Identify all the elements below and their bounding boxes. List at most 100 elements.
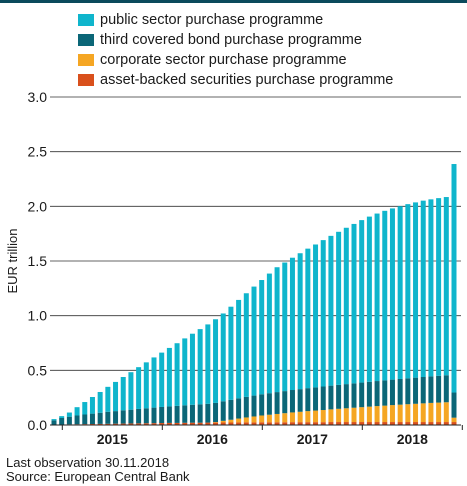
bar-segment-s2-42: [374, 406, 380, 423]
legend-item-cspp[interactable]: corporate sector purchase programme: [78, 50, 393, 70]
bar-segment-s2-39: [351, 407, 357, 423]
legend-swatch-cbpp3: [78, 34, 94, 46]
y-tick-label-3: 1.5: [28, 253, 48, 269]
bar-segment-s1-14: [159, 406, 165, 424]
legend-label-cbpp3: third covered bond purchase programme: [100, 32, 362, 48]
bar-segment-s3-51: [443, 422, 449, 425]
bar-segment-s3-23: [228, 422, 234, 425]
bar-segment-s0-9: [120, 377, 126, 411]
bar-segment-s0-3: [74, 407, 80, 416]
bar-segment-s3-48: [420, 422, 426, 425]
bar-segment-s2-28: [266, 414, 272, 423]
x-tick-label-1: 2016: [197, 431, 228, 447]
bar-segment-s3-24: [236, 422, 242, 425]
legend-label-pspp: public sector purchase programme: [100, 12, 324, 28]
bar-segment-s0-45: [397, 206, 403, 379]
bar-segment-s1-11: [136, 408, 142, 424]
y-tick-label-4: 2.0: [28, 198, 48, 214]
bar-segment-s2-48: [420, 403, 426, 423]
bar-segment-s3-13: [151, 423, 157, 425]
bar-segment-s2-29: [274, 413, 280, 423]
bar-segment-s3-41: [366, 422, 372, 425]
bar-segment-s0-42: [374, 213, 380, 382]
bar-segment-s1-27: [259, 394, 265, 416]
bar-segment-s1-50: [436, 375, 442, 403]
x-tick-label-2: 2017: [297, 431, 328, 447]
bar-segment-s1-35: [320, 386, 326, 411]
bar-segment-s0-7: [105, 386, 111, 412]
bar-segment-s3-7: [105, 423, 111, 425]
bar-segment-s0-16: [174, 343, 180, 406]
legend-item-pspp[interactable]: public sector purchase programme: [78, 10, 393, 30]
bar-segment-s0-20: [205, 324, 211, 404]
bar-segment-s1-31: [289, 390, 295, 413]
bar-segment-s0-24: [236, 299, 242, 399]
bar-segment-s0-30: [282, 262, 288, 392]
bar-segment-s2-23: [228, 419, 234, 423]
bar-segment-s3-31: [289, 422, 295, 425]
bar-segment-s2-31: [289, 412, 295, 423]
bar-segment-s1-26: [251, 395, 257, 417]
legend-label-abspp: asset-backed securities purchase program…: [100, 72, 394, 88]
bar-segment-s0-22: [220, 313, 226, 402]
bar-segment-s0-17: [182, 338, 188, 406]
bar-segment-s1-28: [266, 393, 272, 415]
top-accent-bar: [0, 0, 467, 3]
bar-segment-s1-44: [389, 379, 395, 406]
x-tick-label-3: 2018: [397, 431, 428, 447]
bar-segment-s1-40: [359, 382, 365, 408]
bar-segment-s2-26: [251, 416, 257, 423]
bar-segment-s1-37: [336, 384, 342, 409]
bar-segment-s0-26: [251, 286, 257, 396]
bar-segment-s3-49: [428, 422, 434, 425]
bar-segment-s3-14: [159, 423, 165, 425]
bar-segment-s3-50: [436, 422, 442, 425]
bar-segment-s1-46: [405, 378, 411, 405]
bar-segment-s0-37: [336, 231, 342, 385]
y-tick-label-5: 2.5: [28, 144, 48, 160]
bar-segment-s2-50: [436, 402, 442, 423]
y-tick-label-6: 3.0: [28, 89, 48, 105]
bar-segment-s0-46: [405, 204, 411, 379]
bar-segment-s1-13: [151, 407, 157, 424]
y-tick-label-0: 0.0: [28, 417, 48, 433]
bar-segment-s0-28: [266, 273, 272, 394]
bar-segment-s1-0: [51, 420, 57, 425]
bar-segment-s2-35: [320, 410, 326, 423]
bar-segment-s1-43: [382, 380, 388, 406]
bar-segment-s0-21: [213, 319, 219, 403]
bar-segment-s1-15: [166, 406, 172, 423]
bar-segment-s2-30: [282, 413, 288, 423]
bar-segment-s1-29: [274, 392, 280, 414]
legend-item-abspp[interactable]: asset-backed securities purchase program…: [78, 70, 393, 90]
bar-segment-s0-38: [343, 227, 349, 385]
bar-segment-s2-36: [328, 409, 334, 423]
y-axis-label: EUR trillion: [5, 228, 20, 293]
y-tick-label-1: 0.5: [28, 362, 48, 378]
bar-segment-s1-32: [297, 389, 303, 412]
last-observation-note: Last observation 30.11.2018: [6, 455, 170, 470]
bar-segment-s3-47: [413, 422, 419, 425]
chart-legend: public sector purchase programme third c…: [78, 10, 393, 90]
bar-segment-s3-40: [359, 422, 365, 425]
bar-segment-s1-1: [59, 418, 65, 425]
bar-segment-s0-6: [97, 391, 103, 413]
bar-segment-s2-21: [213, 422, 219, 423]
bar-segment-s0-39: [351, 223, 357, 384]
bar-segment-s0-2: [66, 412, 72, 417]
bar-segment-s1-7: [105, 411, 111, 424]
bar-segment-s0-14: [159, 352, 165, 407]
legend-swatch-cspp: [78, 54, 94, 66]
bar-segment-s0-31: [289, 257, 295, 391]
bar-segment-s3-10: [128, 423, 134, 425]
bar-segment-s0-4: [82, 402, 88, 415]
bar-segment-s1-51: [443, 375, 449, 403]
bar-segment-s2-43: [382, 405, 388, 423]
bar-segment-s0-49: [428, 199, 434, 377]
bar-segment-s0-8: [113, 381, 119, 412]
bar-segment-s1-2: [66, 416, 72, 425]
bar-segment-s1-20: [205, 403, 211, 423]
legend-item-cbpp3[interactable]: third covered bond purchase programme: [78, 30, 393, 50]
bar-segment-s0-25: [243, 293, 249, 397]
bar-segment-s0-5: [89, 397, 95, 414]
